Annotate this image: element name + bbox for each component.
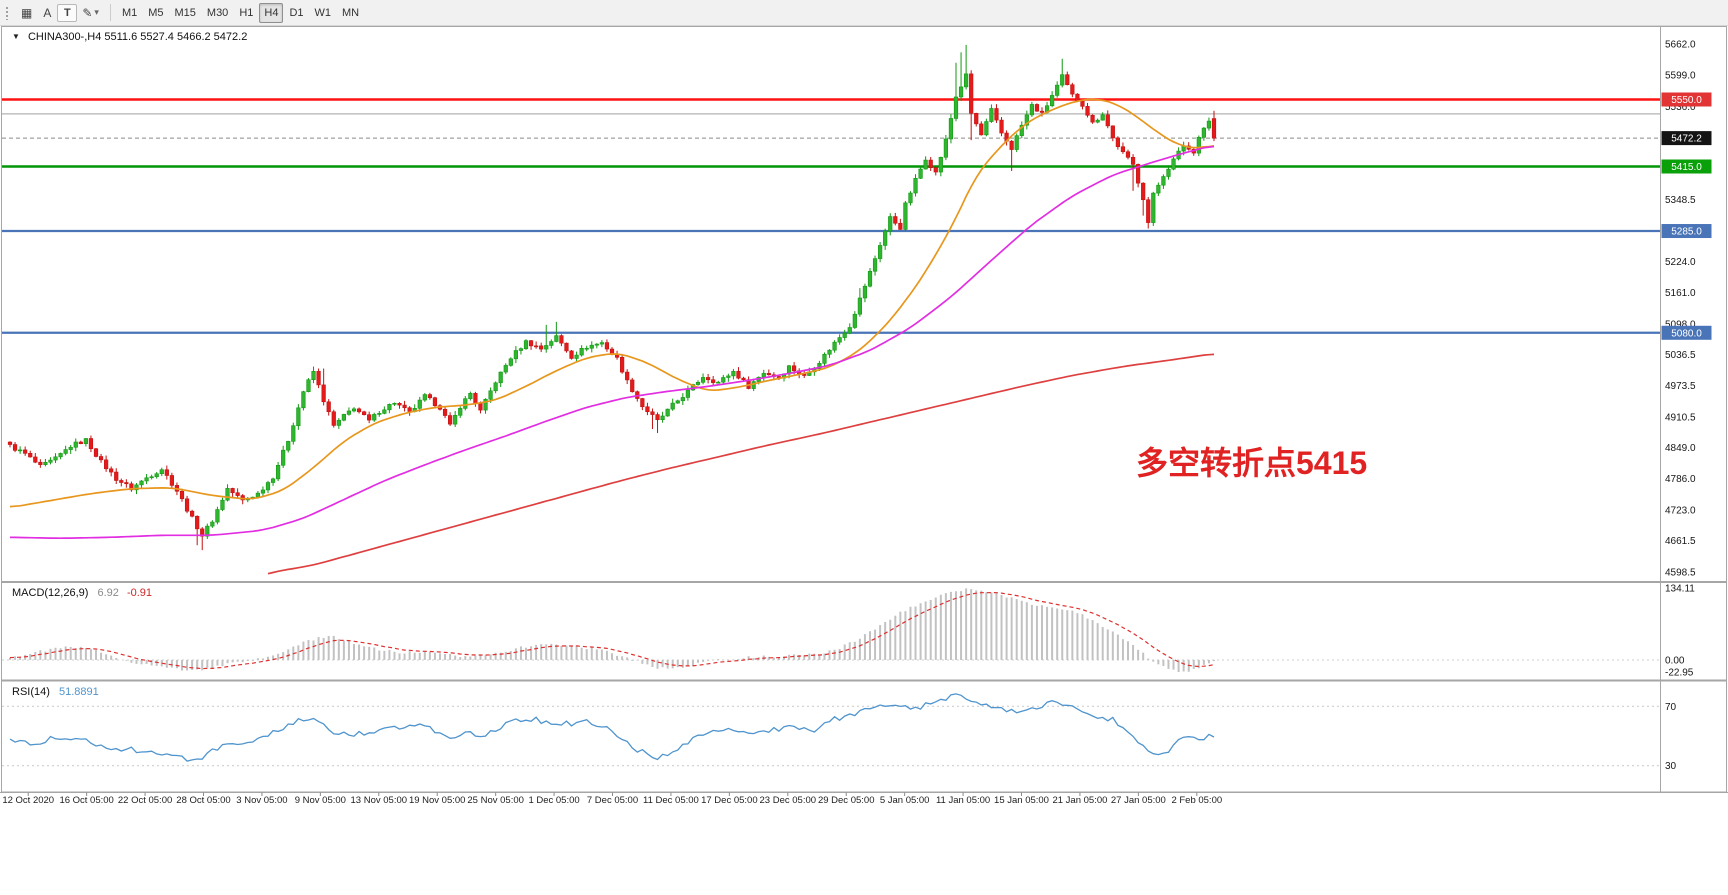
timeframe-button-m1[interactable]: M1 [121,6,138,19]
time-label: 1 Dec 05:00 [528,795,580,806]
price-badge-label: 5550.0 [1671,95,1702,106]
time-label: 11 Jan 05:00 [935,795,991,806]
time-axis[interactable]: 12 Oct 2020 16 Oct 05:00 22 Oct 05:00 28 Oc… [0,795,1728,809]
ma-line-slow [267,353,1215,575]
time-label: 23 Dec 05:00 [759,795,817,806]
cursor-tool-button[interactable]: A [43,5,52,20]
ma-line-mid [10,145,1215,540]
rsi-label: RSI(14) [12,686,50,698]
one-click-trading-icon[interactable]: ▼ [12,32,20,41]
time-label: 3 Nov 05:00 [236,795,288,806]
macd-panel: 134.11 0.00 -22.95 [2,584,1695,679]
toolbar-separator [109,4,111,21]
rsi-line [9,693,1215,762]
toolbar-grip[interactable] [5,5,10,20]
price-axis[interactable]: 5662.0 5599.0 5536.0 5348.5 5224.0 5161.0 5098… [1661,39,1712,578]
time-ticks [27,792,1198,796]
price-levels [2,98,1660,334]
time-label: 15 Jan 05:00 [994,795,1049,806]
timeframe-button-d1[interactable]: D1 [289,6,304,19]
price-badge [1661,325,1712,340]
price-tick-label: 5536.0 [1665,102,1696,113]
timeframe-button-w1[interactable]: W1 [314,6,332,19]
macd-tick-label: 134.11 [1665,584,1695,595]
macd-tick-label: 0.00 [1665,655,1685,666]
time-label: 25 Nov 05:00 [467,795,524,806]
charts-grid-icon[interactable]: ▦ [21,5,33,20]
macd-main-value: 6.92 [97,587,119,599]
price-tick-label: 4973.5 [1665,381,1696,392]
price-badge-label: 5415.0 [1671,162,1702,173]
price-tick-label: 4849.0 [1665,443,1696,454]
time-label: 17 Dec 05:00 [701,795,758,806]
time-label: 29 Dec 05:00 [817,795,875,806]
time-label: 11 Dec 05:00 [643,795,699,806]
price-tick-label: 5161.0 [1665,288,1696,299]
price-tick-label: 4786.0 [1665,474,1696,485]
price-tick-label: 5348.5 [1665,195,1696,206]
pencil-icon: ✎ [82,5,93,20]
time-label: 27 Jan 05:00 [1110,795,1166,806]
price-tick-label: 5662.0 [1665,39,1696,50]
price-tick-label: 4723.0 [1665,505,1696,516]
time-label: 9 Nov 05:00 [294,795,346,806]
annotation-text: 多空转折点5415 [1136,445,1367,481]
ma-line-fast [9,98,1215,508]
price-tick-label: 5036.5 [1665,350,1696,361]
macd-tick-label: -22.95 [1665,668,1694,679]
timeframe-buttons: M1 M5 M15 M30 H1 H4 D1 W1 MN [117,2,364,23]
macd-signal-value: -0.91 [126,587,153,599]
timeframe-button-m15[interactable]: M15 [174,6,196,19]
rsi-value: 51.8891 [58,686,99,698]
ma-lines [9,98,1215,575]
price-badge [1661,224,1712,239]
timeframe-button-m5[interactable]: M5 [148,6,164,19]
price-tick-label: 4598.5 [1665,567,1696,578]
panel-borders [0,26,1728,793]
symbol-ohlc-line: ▼ CHINA300-,H4 5511.6 5527.4 5466.2 5472… [12,31,247,43]
price-tick-label: 5098.0 [1665,319,1696,330]
time-label: 13 Nov 05:00 [350,795,408,806]
rsi-tick-label: 30 [1665,761,1677,772]
time-label: 22 Oct 05:00 [117,795,173,806]
time-label: 7 Dec 05:00 [586,795,639,806]
timeframe-button-h4[interactable]: H4 [259,2,284,23]
chevron-down-icon: ▾ [94,7,99,17]
macd-title: MACD(12,26,9) 6.92 -0.91 [12,587,152,599]
price-badge [1661,92,1712,107]
rsi-tick-label: 70 [1665,702,1677,713]
price-badge-label: 5080.0 [1671,328,1702,339]
time-label: 19 Nov 05:00 [408,795,466,806]
symbol-ohlc-text: CHINA300-,H4 5511.6 5527.4 5466.2 5472.2 [27,31,248,43]
timeframe-button-mn[interactable]: MN [342,6,360,19]
price-badge [1661,159,1712,174]
time-label: 12 Oct 2020 [2,795,55,806]
price-badge-label: 5285.0 [1671,227,1702,238]
price-badge [1661,131,1712,146]
price-tick-label: 4661.5 [1665,536,1696,547]
candlesticks [7,44,1217,551]
time-label: 28 Oct 05:00 [176,795,231,806]
price-tick-label: 5224.0 [1665,257,1696,268]
time-label: 16 Oct 05:00 [59,795,114,806]
rsi-title: RSI(14) 51.8891 [12,686,99,698]
rsi-panel: 70 30 [2,693,1677,772]
time-label: 21 Jan 05:00 [1052,795,1108,806]
text-tool-button[interactable]: T [57,3,78,22]
timeframe-button-m30[interactable]: M30 [206,6,229,19]
time-label: 5 Jan 05:00 [879,795,930,806]
draw-tool-button[interactable]: ✎ ▾ [77,3,104,23]
price-badge-label: 5472.2 [1671,134,1702,145]
time-label: 2 Feb 05:00 [1171,795,1223,806]
price-tick-label: 4910.5 [1665,412,1696,423]
chart-canvas[interactable]: 多空转折点54155662.05599.05536.05348.55224.05… [0,26,1728,895]
macd-signal-line [9,591,1215,670]
timeframe-button-h1[interactable]: H1 [239,6,254,19]
toolbar: ▦ A T ✎ ▾ M1 M5 M15 M30 H1 H4 D1 W1 MN [0,0,1728,26]
macd-label: MACD(12,26,9) [12,587,89,599]
price-tick-label: 5599.0 [1665,71,1696,82]
